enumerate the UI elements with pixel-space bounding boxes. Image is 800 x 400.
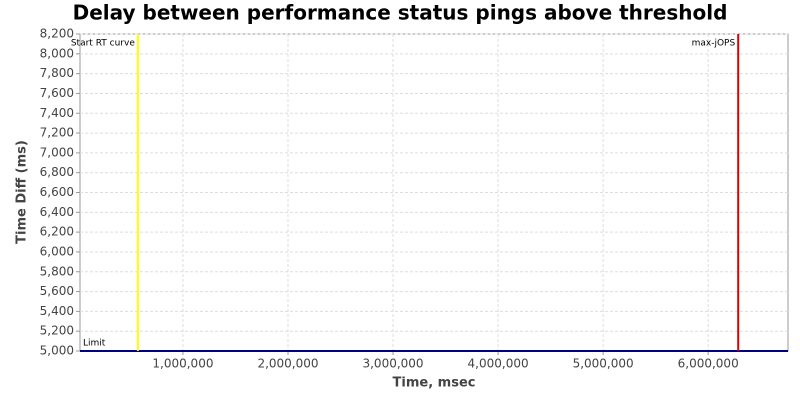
x-tick-label: 6,000,000 (678, 357, 739, 371)
y-tick-label: 8,000 (40, 46, 74, 60)
x-tick-label: 4,000,000 (468, 357, 529, 371)
y-tick-label: 6,600 (40, 185, 74, 199)
y-tick-label: 7,800 (40, 66, 74, 80)
chart-title: Delay between performance status pings a… (73, 1, 728, 25)
marker-label: Start RT curve (71, 39, 135, 49)
y-tick-label: 5,200 (40, 324, 74, 338)
y-tick-label: 5,800 (40, 264, 74, 278)
x-tick-label: 5,000,000 (573, 357, 634, 371)
x-tick-label: 1,000,000 (152, 357, 213, 371)
y-tick-label: 7,400 (40, 106, 74, 120)
y-tick-label: 5,600 (40, 284, 74, 298)
y-tick-label: 5,400 (40, 304, 74, 318)
marker-label: max-jOPS (692, 39, 736, 49)
limit-label: Limit (83, 339, 106, 349)
y-axis-label: Time Diff (ms) (15, 140, 30, 244)
x-axis-label: Time, msec (393, 376, 476, 391)
y-tick-label: 7,200 (40, 126, 74, 140)
y-tick-label: 6,800 (40, 165, 74, 179)
y-tick-label: 5,000 (40, 344, 74, 358)
x-tick-label: 2,000,000 (257, 357, 318, 371)
y-tick-label: 6,400 (40, 205, 74, 219)
y-tick-label: 8,200 (40, 27, 74, 41)
y-tick-label: 6,200 (40, 225, 74, 239)
y-tick-label: 6,000 (40, 244, 74, 258)
y-tick-label: 7,600 (40, 86, 74, 100)
y-tick-label: 7,000 (40, 145, 74, 159)
x-tick-label: 3,000,000 (362, 357, 423, 371)
